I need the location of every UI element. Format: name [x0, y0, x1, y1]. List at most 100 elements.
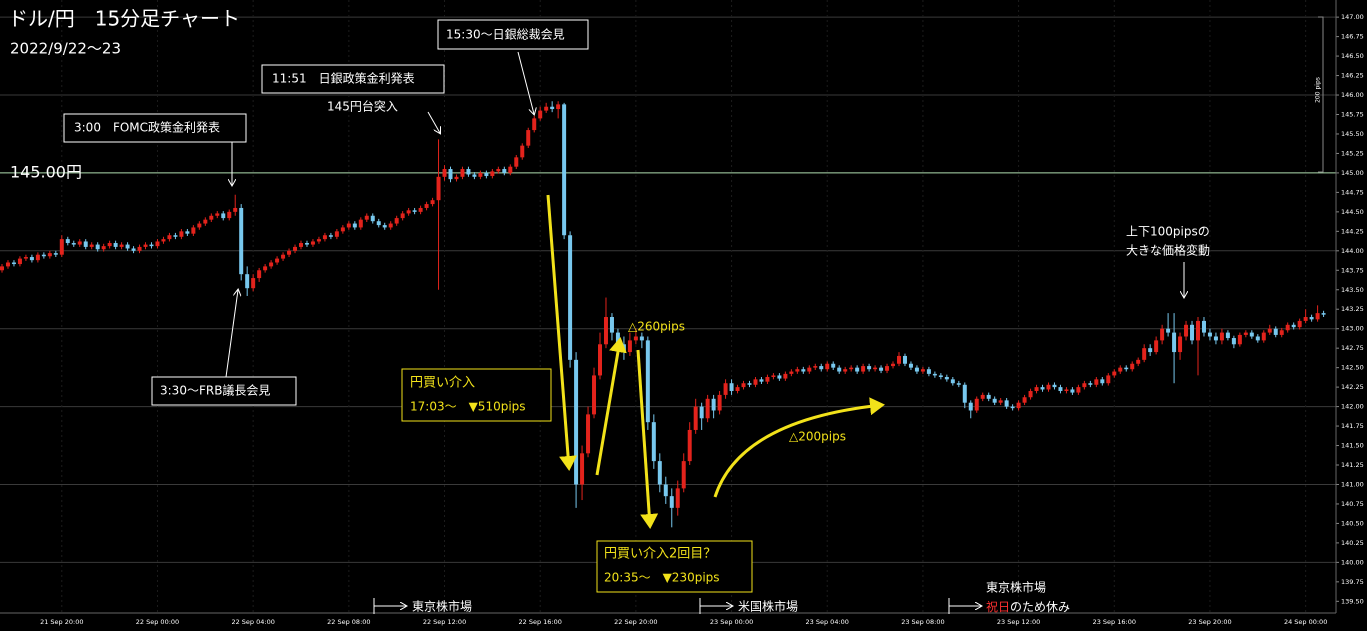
- candle-body: [1255, 336, 1260, 341]
- candle-body: [1040, 387, 1045, 390]
- arrow: [225, 290, 238, 378]
- candle-body: [304, 243, 309, 245]
- candle-body: [472, 174, 477, 177]
- candle-body: [699, 406, 704, 419]
- annotation-box: [596, 540, 753, 593]
- pips-bracket: [1318, 16, 1324, 173]
- candle-body: [1297, 320, 1302, 328]
- candle-body: [17, 258, 22, 265]
- candle-body: [1178, 336, 1183, 353]
- candle-body: [1231, 338, 1236, 345]
- arrow: [517, 51, 534, 114]
- candle-body: [825, 363, 830, 370]
- candle-body: [358, 219, 363, 228]
- y-tick-label: 146.75: [1341, 33, 1364, 41]
- candle-body: [376, 221, 381, 226]
- annotation: △260pips: [628, 320, 685, 334]
- candle-body: [1291, 324, 1296, 328]
- candle-body: [1022, 397, 1027, 403]
- arrow: [636, 349, 659, 529]
- candle-body: [795, 369, 800, 372]
- candle-body: [131, 248, 136, 251]
- candle-body: [5, 262, 10, 267]
- annotation: 20:35～ ▼230pips: [604, 571, 720, 585]
- y-tick-label: 139.75: [1341, 578, 1364, 586]
- candle-body: [711, 398, 716, 411]
- candle-body: [167, 235, 172, 240]
- candle-body: [873, 367, 878, 370]
- candle-body: [197, 223, 202, 228]
- candle-body: [388, 223, 393, 228]
- candle-body: [843, 369, 848, 372]
- candle-body: [819, 366, 824, 370]
- candle-body: [861, 366, 866, 372]
- candle-body: [400, 213, 405, 219]
- candle-body: [436, 176, 441, 201]
- candle-body: [1088, 383, 1093, 385]
- annotation-box: [63, 113, 247, 143]
- candle-body: [251, 278, 256, 289]
- annotation: 15:30～日銀総裁会見: [446, 28, 565, 42]
- candle-body: [783, 373, 788, 379]
- y-tick-label: 143.25: [1341, 305, 1364, 313]
- candle-body: [717, 394, 722, 411]
- candle-body: [364, 215, 369, 220]
- candle-body: [1154, 340, 1159, 353]
- candle-body: [974, 398, 979, 411]
- candle-body: [568, 235, 573, 360]
- candle-body: [101, 246, 106, 250]
- candle-body: [532, 118, 537, 131]
- candle-body: [753, 379, 758, 385]
- candle-body: [185, 231, 190, 234]
- scale-note: 200 pips: [1315, 77, 1322, 103]
- candle-body: [245, 274, 250, 289]
- candle-body: [592, 375, 597, 415]
- candle-body: [1225, 332, 1230, 339]
- candle-body: [514, 157, 519, 167]
- x-tick-label: 22 Sep 00:00: [136, 618, 179, 626]
- candle-body: [113, 243, 118, 247]
- candle-body: [53, 253, 58, 255]
- candle-body: [418, 207, 423, 212]
- candle-body: [669, 496, 674, 508]
- candle-body: [550, 106, 555, 110]
- candle-body: [932, 373, 937, 376]
- candle-body: [1261, 332, 1266, 341]
- candle-body: [149, 244, 154, 247]
- candle-body: [155, 241, 160, 247]
- candle-body: [729, 383, 734, 392]
- arrow: [546, 194, 578, 471]
- candle-body: [1100, 379, 1105, 384]
- candle-body: [239, 207, 244, 275]
- candle-body: [992, 398, 997, 403]
- candle-body: [562, 104, 567, 236]
- candle-body: [1285, 324, 1290, 331]
- candle-body: [1064, 389, 1069, 392]
- candle-body: [95, 244, 100, 250]
- candle-body: [657, 461, 662, 485]
- annotation-box: [401, 368, 552, 422]
- candle-body: [813, 366, 818, 368]
- annotation-box: [437, 19, 589, 50]
- candle-body: [59, 239, 64, 255]
- candle-body: [281, 254, 286, 259]
- y-tick-label: 145.25: [1341, 149, 1364, 157]
- candle-body: [831, 363, 836, 368]
- candle-body: [191, 227, 196, 234]
- candle-body: [998, 400, 1003, 403]
- candle-body: [705, 398, 710, 419]
- candle-body: [35, 254, 40, 261]
- y-tick-label: 142.50: [1341, 364, 1364, 372]
- candle-body: [1196, 320, 1200, 341]
- candle-body: [944, 376, 949, 380]
- x-tick-label: 24 Sep 00:00: [1284, 618, 1327, 626]
- candle-body: [508, 166, 513, 173]
- candle-body: [23, 257, 28, 259]
- candle-body: [891, 363, 896, 367]
- candle-body: [233, 207, 238, 212]
- candle-body: [1172, 332, 1177, 353]
- candle-body: [681, 461, 686, 489]
- candle-body: [406, 210, 411, 214]
- candle-body: [209, 215, 214, 220]
- candle-body: [968, 402, 973, 411]
